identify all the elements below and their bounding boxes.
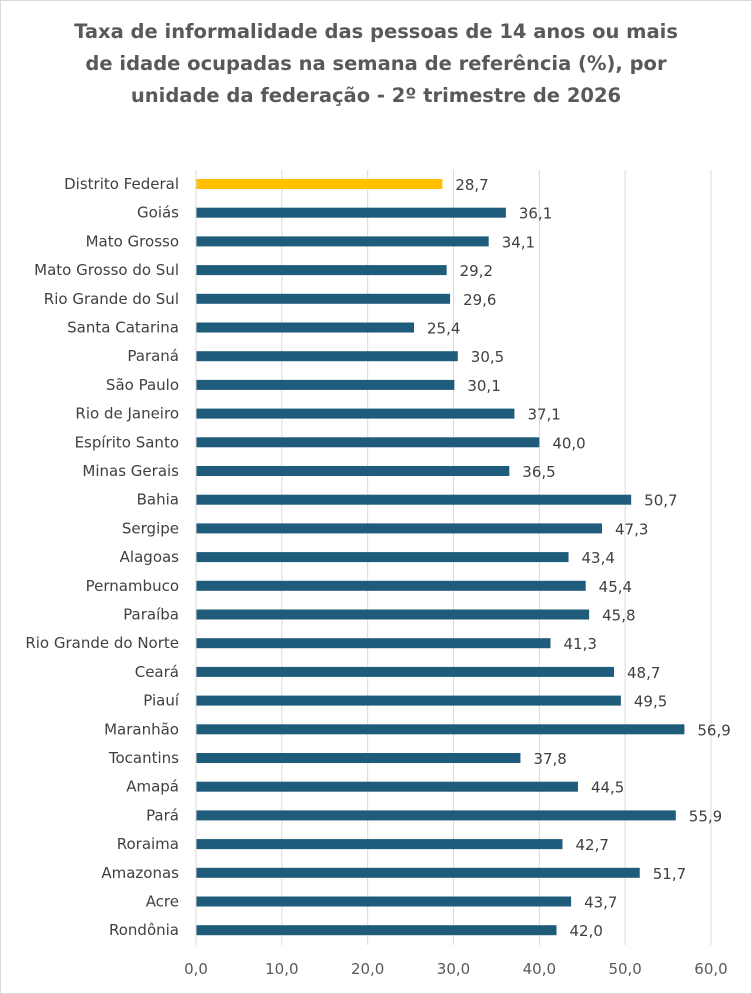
data-label: 45,8 [602,607,635,625]
data-label: 50,7 [644,492,677,510]
data-label: 36,5 [522,463,555,481]
category-label: Minas Gerais [82,462,179,480]
data-label: 37,1 [527,406,560,424]
bar [196,265,447,276]
data-label: 51,7 [653,865,686,883]
bar [196,724,685,735]
x-tick-label: 20,0 [351,960,384,978]
bar [196,351,458,362]
category-label: Mato Grosso [86,232,179,250]
chart-title: Taxa de informalidade das pessoas de 14 … [40,16,712,112]
data-label: 56,9 [697,721,730,739]
bar [196,666,615,677]
bar [196,322,415,333]
bar [196,523,602,534]
category-label: Rondônia [109,921,179,939]
bar [196,753,521,763]
data-label: 34,1 [502,233,535,251]
bar [196,379,455,390]
bar [196,408,515,419]
category-label: Rio Grande do Sul [44,290,179,308]
category-label: Santa Catarina [67,319,179,337]
data-label: 44,5 [591,779,624,797]
x-tick-label: 50,0 [608,960,641,978]
x-tick-label: 60,0 [694,960,727,978]
chart-title-line-1: Taxa de informalidade das pessoas de 14 … [74,20,678,43]
data-label: 36,1 [519,205,552,223]
category-label: Amazonas [101,864,179,882]
category-label: Mato Grosso do Sul [34,261,179,279]
bar [196,609,590,620]
category-label: Pernambuco [86,577,179,595]
bar [196,810,676,821]
x-tick-label: 30,0 [437,960,470,978]
data-label: 41,3 [563,635,596,653]
bar [196,494,632,505]
category-label: Tocantins [108,749,179,767]
bar [196,638,551,649]
category-label: Sergipe [122,519,179,537]
category-label: São Paulo [106,376,179,394]
x-tick-label: 10,0 [265,960,298,978]
bar [196,179,443,189]
bar [196,552,569,563]
bar [196,896,572,907]
category-label: Espírito Santo [75,433,179,451]
data-label: 55,9 [689,807,722,825]
bar [196,437,540,448]
data-label: 43,4 [582,549,615,567]
data-label: 45,4 [599,578,632,596]
data-label: 30,1 [467,377,500,395]
bar [196,839,563,850]
data-label: 29,2 [460,262,493,280]
data-label: 37,8 [533,750,566,768]
data-label: 30,5 [471,348,504,366]
category-label: Paraíba [123,606,179,624]
data-label: 25,4 [427,320,460,338]
bar [196,781,578,792]
category-label: Alagoas [120,548,180,566]
data-label: 29,6 [463,291,496,309]
bar [196,207,506,218]
category-label: Maranhão [104,720,179,738]
category-label: Pará [146,806,179,824]
category-label: Amapá [126,778,179,796]
category-label: Acre [146,893,179,911]
category-label: Roraima [117,835,179,853]
bar [196,236,489,247]
category-label: Rio Grande do Norte [25,634,179,652]
category-label: Bahia [137,491,179,509]
data-label: 47,3 [615,520,648,538]
category-label: Goiás [137,204,179,222]
data-label: 48,7 [627,664,660,682]
category-label: Ceará [135,663,179,681]
bar [196,867,640,878]
bar [196,466,510,476]
chart-title-line-3: unidade da federação - 2º trimestre de 2… [130,84,622,107]
category-label: Rio de Janeiro [75,405,179,423]
data-label: 43,7 [584,894,617,912]
bar [196,580,586,591]
chart-title-line-2: de idade ocupadas na semana de referênci… [85,52,667,75]
data-label: 40,0 [552,434,585,452]
bar [196,293,451,304]
data-label: 49,5 [634,693,667,711]
category-label: Paraná [127,347,179,365]
category-label: Piauí [143,692,180,710]
x-tick-label: 40,0 [523,960,556,978]
data-label: 42,7 [576,836,609,854]
bar [196,695,621,706]
x-tick-label: 0,0 [184,960,208,978]
bar [196,925,557,936]
category-label: Distrito Federal [64,175,179,193]
data-label: 42,0 [570,922,603,940]
data-label: 28,7 [455,176,488,194]
